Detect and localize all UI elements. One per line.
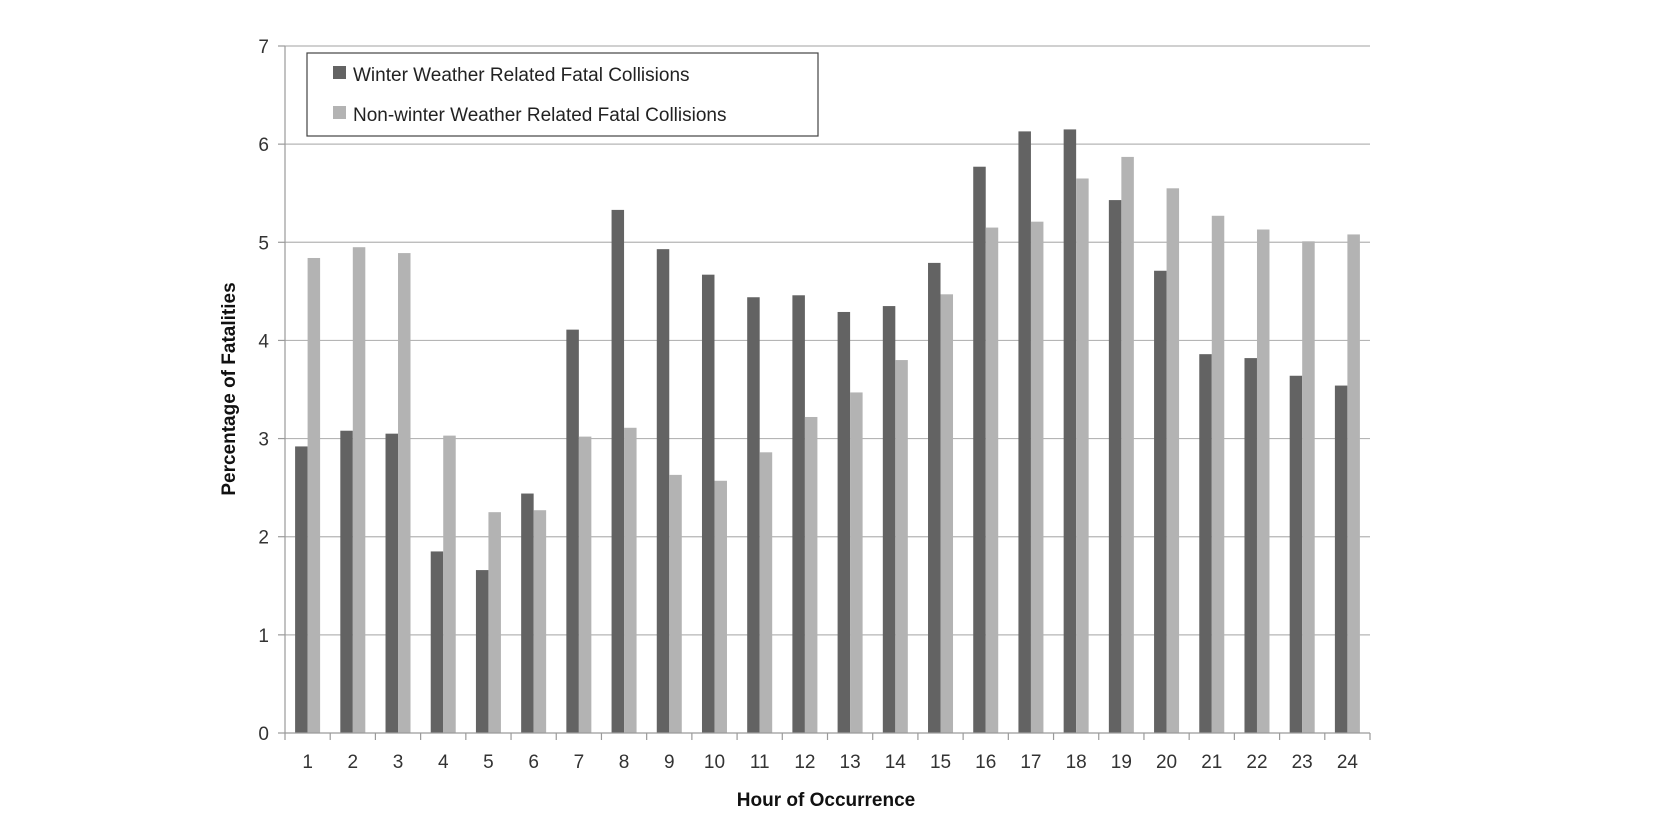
y-tick-label: 4 xyxy=(258,331,269,352)
y-axis-title: Percentage of Fatalities xyxy=(219,282,240,495)
x-tick-label: 14 xyxy=(885,752,907,773)
legend-label-winter: Winter Weather Related Fatal Collisions xyxy=(353,65,690,86)
x-tick-label: 20 xyxy=(1156,752,1177,773)
x-tick-label: 4 xyxy=(438,752,449,773)
x-tick-label: 8 xyxy=(619,752,630,773)
legend-swatch-non-winter xyxy=(333,106,346,119)
bar-winter-hour-21 xyxy=(1199,354,1212,733)
bar-non-winter-hour-6 xyxy=(533,510,547,733)
bar-non-winter-hour-8 xyxy=(624,427,637,733)
x-tick-label: 11 xyxy=(750,752,770,773)
bar-non-winter-hour-13 xyxy=(850,392,863,733)
x-tick-label: 15 xyxy=(930,752,951,773)
y-tick-label: 2 xyxy=(258,528,269,549)
bar-non-winter-hour-12 xyxy=(804,416,818,733)
bar-winter-hour-18 xyxy=(1063,129,1077,733)
bar-non-winter-hour-9 xyxy=(669,474,682,733)
x-tick-label: 1 xyxy=(302,752,313,773)
bar-winter-hour-3 xyxy=(385,433,399,733)
x-tick-label: 24 xyxy=(1337,752,1359,773)
x-tick-label: 3 xyxy=(393,752,404,773)
bar-winter-hour-23 xyxy=(1289,375,1303,733)
bar-winter-hour-1 xyxy=(295,446,308,733)
y-tick-label: 3 xyxy=(258,430,269,451)
bar-non-winter-hour-2 xyxy=(352,247,366,733)
x-tick-label: 16 xyxy=(975,752,996,773)
bar-non-winter-hour-19 xyxy=(1121,156,1134,733)
bar-non-winter-hour-23 xyxy=(1302,241,1315,733)
x-tick-label: 9 xyxy=(664,752,675,773)
legend: Winter Weather Related Fatal Collisions … xyxy=(306,52,819,137)
x-tick-label: 19 xyxy=(1111,752,1132,773)
x-tick-label: 6 xyxy=(528,752,539,773)
bar-winter-hour-5 xyxy=(475,570,489,733)
bar-winter-hour-17 xyxy=(1018,131,1031,734)
bar-non-winter-hour-21 xyxy=(1211,215,1225,734)
x-tick-label: 13 xyxy=(840,752,861,773)
x-tick-label: 22 xyxy=(1246,752,1267,773)
legend-label-non-winter: Non-winter Weather Related Fatal Collisi… xyxy=(353,105,726,126)
x-tick-label: 23 xyxy=(1292,752,1313,773)
bar-non-winter-hour-22 xyxy=(1256,229,1270,733)
bar-winter-hour-12 xyxy=(792,295,805,733)
x-axis-title: Hour of Occurrence xyxy=(737,790,915,811)
bar-non-winter-hour-17 xyxy=(1030,221,1044,733)
y-tick-label: 0 xyxy=(258,724,269,745)
legend-box xyxy=(306,52,819,137)
x-tick-label: 5 xyxy=(483,752,494,773)
bar-non-winter-hour-11 xyxy=(759,452,773,733)
bar-winter-hour-8 xyxy=(611,209,625,734)
bar-winter-hour-14 xyxy=(882,306,896,733)
bar-winter-hour-2 xyxy=(340,430,353,733)
bar-non-winter-hour-5 xyxy=(488,512,501,733)
bar-winter-hour-24 xyxy=(1334,385,1348,733)
y-tick-label: 1 xyxy=(258,626,269,647)
bar-non-winter-hour-10 xyxy=(714,480,727,733)
bar-non-winter-hour-14 xyxy=(895,360,908,733)
x-tick-label: 7 xyxy=(574,752,585,773)
x-tick-label: 12 xyxy=(794,752,815,773)
x-tick-label: 2 xyxy=(348,752,359,773)
y-tick-label: 6 xyxy=(258,135,269,156)
bar-winter-hour-9 xyxy=(656,249,670,734)
bar-non-winter-hour-18 xyxy=(1076,178,1089,733)
bar-non-winter-hour-7 xyxy=(578,436,592,733)
bar-winter-hour-20 xyxy=(1154,270,1167,733)
bar-winter-hour-11 xyxy=(747,297,760,733)
gridlines xyxy=(285,45,1370,636)
bar-winter-hour-7 xyxy=(566,329,579,733)
bar-non-winter-hour-20 xyxy=(1166,188,1180,734)
bar-non-winter-hour-4 xyxy=(443,435,456,733)
bar-non-winter-hour-16 xyxy=(985,227,999,734)
y-tick-label: 5 xyxy=(258,233,269,254)
x-tick-label: 18 xyxy=(1066,752,1087,773)
bar-winter-hour-16 xyxy=(973,166,986,734)
legend-swatch-winter xyxy=(333,66,346,79)
bar-winter-hour-19 xyxy=(1108,200,1122,733)
x-tick-label: 21 xyxy=(1201,752,1222,773)
bar-non-winter-hour-15 xyxy=(940,294,954,733)
axes xyxy=(278,45,1371,740)
bar-winter-hour-10 xyxy=(701,274,715,733)
bar-winter-hour-22 xyxy=(1244,358,1257,733)
bar-winter-hour-4 xyxy=(430,551,444,733)
x-tick-label: 17 xyxy=(1020,752,1041,773)
bar-non-winter-hour-3 xyxy=(398,253,411,733)
bar-winter-hour-15 xyxy=(928,262,941,733)
bar-winter-hour-13 xyxy=(837,311,851,733)
bar-non-winter-hour-24 xyxy=(1347,234,1360,734)
bar-non-winter-hour-1 xyxy=(307,257,321,733)
y-tick-label: 7 xyxy=(258,37,269,58)
x-tick-label: 10 xyxy=(704,752,725,773)
bars-group xyxy=(295,129,1360,734)
bar-winter-hour-6 xyxy=(521,493,534,733)
